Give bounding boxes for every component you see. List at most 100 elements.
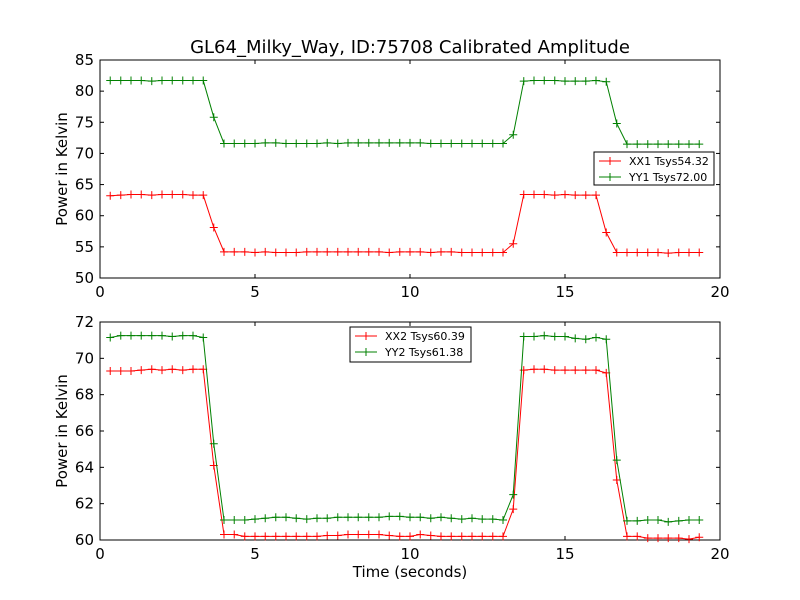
data-point xyxy=(581,191,590,200)
legend: XX1 Tsys54.32 YY1 Tsys72.00 xyxy=(593,151,715,186)
data-point xyxy=(540,331,549,340)
data-point xyxy=(282,248,290,257)
data-point xyxy=(302,139,311,148)
legend-entry: YY1 Tsys72.00 xyxy=(599,171,707,184)
data-point xyxy=(116,331,125,340)
data-point xyxy=(478,532,487,541)
data-point xyxy=(664,517,673,526)
data-point xyxy=(220,139,228,148)
data-point xyxy=(499,516,507,525)
data-point xyxy=(447,514,456,523)
data-point xyxy=(478,248,487,257)
data-point xyxy=(240,516,249,525)
data-point xyxy=(333,247,342,256)
data-point xyxy=(271,248,280,257)
data-point xyxy=(271,532,280,541)
data-point xyxy=(540,365,549,374)
data-point xyxy=(488,532,497,541)
data-point xyxy=(437,532,445,541)
data-point xyxy=(550,332,559,341)
data-point xyxy=(602,77,611,86)
data-point xyxy=(271,513,280,522)
data-point xyxy=(437,139,445,148)
data-point xyxy=(561,77,569,86)
data-point xyxy=(623,532,631,541)
data-point xyxy=(106,191,115,200)
data-point xyxy=(313,514,321,523)
y-axis-label: Power in Kelvin xyxy=(53,112,71,226)
data-point xyxy=(395,512,404,521)
series-1 xyxy=(106,190,704,258)
data-point xyxy=(375,513,383,522)
data-point xyxy=(664,249,673,258)
x-tick-label: 0 xyxy=(95,545,105,563)
data-point xyxy=(468,532,476,541)
legend-entry: YY2 Tsys61.38 xyxy=(355,346,463,359)
data-point xyxy=(116,191,125,200)
data-point xyxy=(499,532,507,541)
data-point xyxy=(106,76,115,85)
data-point xyxy=(426,248,435,257)
data-point xyxy=(519,77,528,86)
x-tick-label: 20 xyxy=(710,283,729,301)
legend-label: XX2 Tsys60.39 xyxy=(385,330,465,343)
data-point xyxy=(623,140,631,149)
data-point xyxy=(447,532,456,541)
data-point xyxy=(240,139,249,148)
legend-label: XX1 Tsys54.32 xyxy=(629,155,709,168)
data-point xyxy=(385,138,394,147)
data-point xyxy=(178,76,187,85)
data-point xyxy=(592,76,600,85)
data-point xyxy=(685,248,693,257)
data-point xyxy=(116,76,125,85)
data-point xyxy=(178,331,187,340)
data-point xyxy=(220,247,228,256)
y-tick-label: 68 xyxy=(75,386,94,404)
data-point xyxy=(416,513,425,522)
data-point xyxy=(292,248,301,257)
y-axis-label: Power in Kelvin xyxy=(53,374,71,488)
data-point xyxy=(147,331,156,340)
data-point xyxy=(592,366,600,375)
data-point xyxy=(364,530,373,539)
data-point xyxy=(251,248,259,257)
x-axis-label: Time (seconds) xyxy=(352,563,468,581)
y-tick-label: 80 xyxy=(75,82,94,100)
data-point xyxy=(261,247,270,256)
data-point xyxy=(540,76,549,85)
y-tick-label: 60 xyxy=(75,531,94,549)
data-point xyxy=(674,534,683,543)
data-point xyxy=(612,119,621,128)
data-point xyxy=(581,366,590,375)
data-point xyxy=(457,515,466,524)
data-point xyxy=(178,366,187,375)
data-point xyxy=(416,530,425,539)
data-point xyxy=(375,247,383,256)
data-point xyxy=(602,228,611,237)
data-point xyxy=(240,532,249,541)
data-point xyxy=(509,490,518,499)
data-point xyxy=(292,514,301,523)
data-point xyxy=(571,191,580,200)
data-point xyxy=(550,76,559,85)
data-point xyxy=(313,247,321,256)
data-point xyxy=(344,530,352,539)
data-point xyxy=(158,366,166,375)
data-point xyxy=(478,515,487,524)
y-tick-label: 70 xyxy=(75,349,94,367)
data-point xyxy=(592,191,600,200)
data-point xyxy=(406,138,414,147)
data-point xyxy=(695,533,704,542)
data-point xyxy=(282,139,290,148)
data-point xyxy=(643,516,652,525)
data-point xyxy=(385,248,394,257)
series-line xyxy=(110,368,700,540)
data-point xyxy=(395,247,404,256)
legend-label: YY2 Tsys61.38 xyxy=(384,346,463,359)
legend-marker xyxy=(362,332,370,340)
data-point xyxy=(189,76,197,85)
data-point xyxy=(220,530,228,539)
data-point xyxy=(323,138,332,147)
data-point xyxy=(158,190,166,199)
data-point xyxy=(385,512,394,521)
